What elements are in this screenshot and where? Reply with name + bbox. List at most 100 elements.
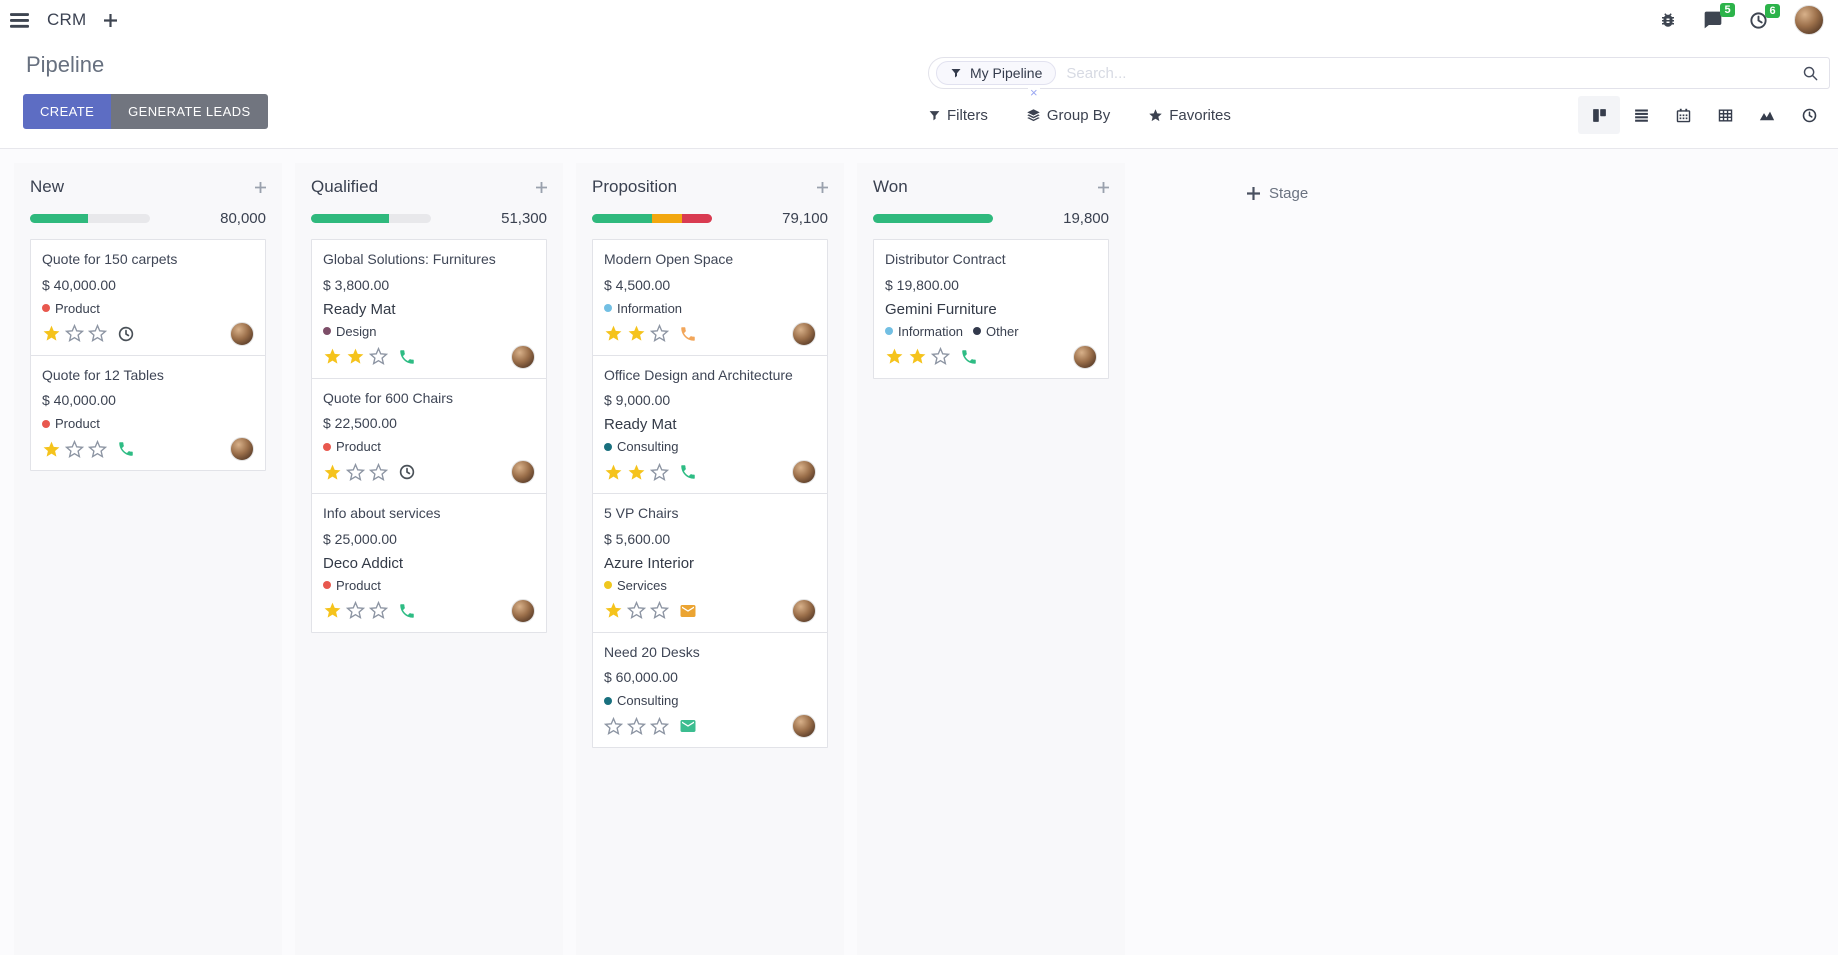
kanban-card[interactable]: Info about services $ 25,000.00 Deco Add…	[311, 493, 547, 633]
progress-segment[interactable]	[592, 214, 652, 223]
star-empty-icon[interactable]	[650, 324, 669, 343]
kanban-card[interactable]: Need 20 Desks $ 60,000.00 Consulting	[592, 631, 828, 748]
star-empty-icon[interactable]	[88, 439, 107, 459]
progress-segment[interactable]	[311, 214, 389, 223]
messages-icon[interactable]: 5	[1703, 3, 1735, 30]
column-title[interactable]: Qualified	[311, 177, 379, 196]
search-bar[interactable]: My Pipeline ×	[928, 57, 1830, 99]
star-empty-icon[interactable]	[369, 601, 388, 620]
kanban-card[interactable]: Global Solutions: Furnitures $ 3,800.00 …	[311, 239, 547, 379]
tag: Services	[604, 578, 667, 593]
progress-bar[interactable]	[873, 214, 993, 223]
activities-icon[interactable]: 6	[1749, 3, 1780, 30]
star-empty-icon[interactable]	[346, 462, 365, 482]
search-facet-my-pipeline[interactable]: My Pipeline	[936, 61, 1057, 85]
view-graph-icon[interactable]	[1746, 96, 1788, 134]
star-rating	[42, 439, 107, 459]
user-avatar[interactable]	[1794, 5, 1824, 35]
add-tab-icon[interactable]	[104, 13, 118, 27]
star-filled-icon[interactable]	[627, 324, 646, 343]
star-filled-icon[interactable]	[604, 601, 623, 620]
menu-icon[interactable]	[10, 12, 29, 28]
phone-icon[interactable]	[960, 348, 978, 366]
star-filled-icon[interactable]	[323, 347, 342, 366]
generate-leads-button[interactable]: GENERATE LEADS	[111, 94, 268, 129]
filters-button[interactable]: Filters	[928, 107, 988, 124]
card-amount: $ 40,000.00	[42, 392, 116, 408]
star-filled-icon[interactable]	[323, 463, 342, 482]
add-stage-button[interactable]: Stage	[1247, 185, 1308, 202]
favorites-button[interactable]: Favorites	[1148, 107, 1231, 124]
column-title[interactable]: New	[30, 177, 65, 196]
view-kanban-icon[interactable]	[1578, 96, 1620, 134]
star-filled-icon[interactable]	[604, 324, 623, 343]
quick-add-icon[interactable]	[817, 181, 828, 193]
star-empty-icon[interactable]	[650, 601, 669, 620]
envelope-icon[interactable]	[679, 717, 697, 735]
view-list-icon[interactable]	[1620, 96, 1662, 134]
progress-segment[interactable]	[30, 214, 88, 223]
star-empty-icon[interactable]	[369, 347, 388, 366]
create-button[interactable]: CREATE	[23, 94, 112, 129]
phone-icon[interactable]	[679, 463, 697, 481]
star-filled-icon[interactable]	[42, 440, 61, 459]
envelope-icon[interactable]	[679, 602, 697, 620]
kanban-card[interactable]: 5 VP Chairs $ 5,600.00 Azure Interior Se…	[592, 493, 828, 633]
star-empty-icon[interactable]	[931, 347, 950, 366]
facet-remove-icon[interactable]: ×	[1028, 85, 1040, 100]
star-empty-icon[interactable]	[88, 324, 107, 343]
phone-icon[interactable]	[679, 325, 697, 343]
column-title[interactable]: Won	[873, 177, 908, 196]
clock-icon[interactable]	[117, 325, 135, 343]
star-empty-icon[interactable]	[369, 462, 388, 482]
kanban-card[interactable]: Quote for 12 Tables $ 40,000.00 Product	[30, 354, 266, 471]
star-empty-icon[interactable]	[346, 601, 365, 620]
tag-label: Information	[898, 323, 964, 339]
star-filled-icon[interactable]	[627, 463, 646, 482]
star-empty-icon[interactable]	[627, 601, 646, 620]
kanban-card[interactable]: Quote for 600 Chairs $ 22,500.00 Product	[311, 377, 547, 494]
star-filled-icon[interactable]	[346, 347, 365, 366]
card-partner: Ready Mat	[604, 416, 677, 433]
phone-icon[interactable]	[398, 348, 416, 366]
tag-label: Product	[55, 416, 100, 431]
star-empty-icon[interactable]	[65, 439, 84, 459]
tag-dot	[42, 419, 50, 428]
search-icon[interactable]	[1802, 65, 1819, 82]
quick-add-icon[interactable]	[1098, 181, 1109, 193]
star-empty-icon[interactable]	[650, 462, 669, 482]
view-activity-icon[interactable]	[1788, 96, 1830, 134]
star-filled-icon[interactable]	[323, 601, 342, 620]
quick-add-icon[interactable]	[255, 181, 266, 193]
progress-segment[interactable]	[652, 214, 682, 223]
star-empty-icon[interactable]	[65, 324, 84, 343]
kanban-card[interactable]: Distributor Contract $ 19,800.00 Gemini …	[873, 239, 1109, 379]
filters-label: Filters	[947, 106, 988, 124]
star-filled-icon[interactable]	[908, 347, 927, 366]
search-input[interactable]	[1056, 64, 1802, 82]
progress-bar[interactable]	[592, 214, 712, 223]
kanban-card[interactable]: Office Design and Architecture $ 9,000.0…	[592, 354, 828, 494]
star-empty-icon[interactable]	[627, 716, 646, 736]
phone-icon[interactable]	[398, 602, 416, 620]
quick-add-icon[interactable]	[536, 181, 547, 193]
kanban-card[interactable]: Quote for 150 carpets $ 40,000.00 Produc…	[30, 239, 266, 356]
view-calendar-icon[interactable]	[1662, 96, 1704, 134]
star-empty-icon[interactable]	[650, 716, 669, 736]
app-name[interactable]: CRM	[47, 10, 87, 29]
star-filled-icon[interactable]	[604, 463, 623, 482]
star-filled-icon[interactable]	[885, 347, 904, 366]
progress-bar[interactable]	[30, 214, 150, 223]
star-empty-icon[interactable]	[604, 716, 623, 736]
phone-icon[interactable]	[117, 440, 135, 458]
progress-segment[interactable]	[682, 214, 712, 223]
progress-bar[interactable]	[311, 214, 431, 223]
star-filled-icon[interactable]	[42, 324, 61, 343]
group-by-button[interactable]: Group By	[1026, 107, 1110, 124]
view-pivot-icon[interactable]	[1704, 96, 1746, 134]
column-title[interactable]: Proposition	[592, 177, 678, 196]
kanban-card[interactable]: Modern Open Space $ 4,500.00 Information	[592, 239, 828, 356]
bug-icon[interactable]	[1659, 11, 1677, 29]
progress-segment[interactable]	[873, 214, 993, 223]
clock-icon[interactable]	[398, 463, 416, 481]
